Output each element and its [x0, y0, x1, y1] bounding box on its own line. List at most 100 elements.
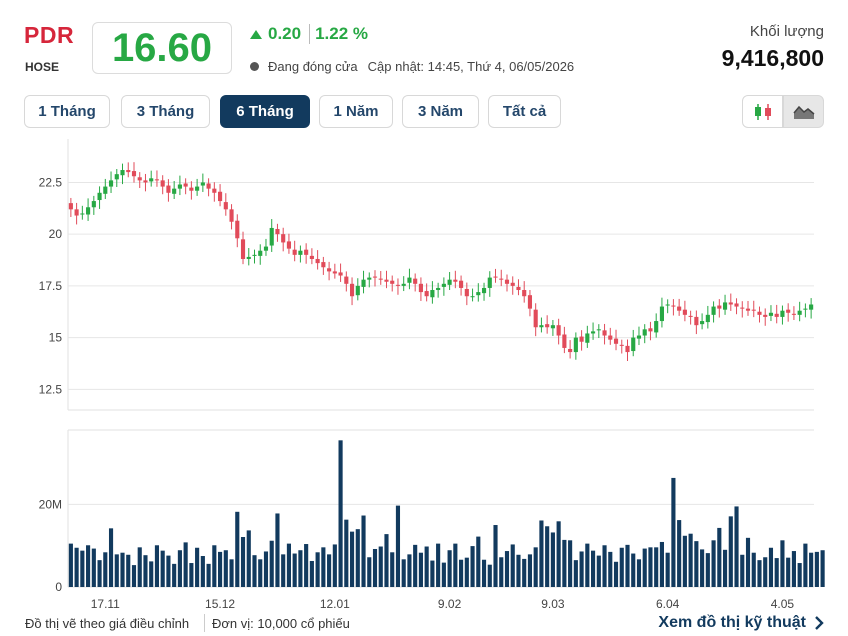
volume-bar: [763, 557, 768, 587]
candle-body: [218, 191, 223, 202]
volume-bar: [74, 547, 79, 587]
tab-1-year[interactable]: 1 Năm: [319, 95, 393, 128]
area-chart-icon: [792, 105, 814, 119]
volume-bar: [436, 543, 441, 587]
volume-bar: [682, 535, 687, 587]
exchange-label: HOSE: [25, 60, 60, 74]
candle-body: [418, 283, 423, 293]
volume-bar: [510, 544, 515, 587]
date-tick-label: 9.02: [438, 597, 462, 610]
tab-1-month[interactable]: 1 Tháng: [24, 95, 110, 128]
candle-body: [281, 234, 286, 243]
date-tick-label: 4.05: [771, 597, 795, 610]
candle-body: [516, 286, 521, 291]
volume-bar: [177, 550, 182, 587]
volume-bar: [424, 546, 429, 587]
updated-time: Cập nhật: 14:45, Thứ 4, 06/05/2026: [367, 59, 575, 74]
volume-bar: [705, 553, 710, 587]
volume-bar: [240, 537, 246, 587]
volume-bar: [86, 545, 91, 587]
tab-3-years[interactable]: 3 Năm: [402, 95, 479, 128]
volume-bar: [286, 543, 291, 587]
candle-body: [108, 180, 114, 187]
candle-body: [252, 254, 257, 256]
volume-bar: [470, 546, 475, 587]
candle-body: [453, 279, 458, 282]
date-tick-label: 15.12: [205, 597, 235, 610]
candlestick-icon: [754, 103, 771, 120]
volume-bar: [246, 530, 251, 587]
volume-bar: [355, 529, 360, 587]
volume-bar: [481, 559, 487, 587]
candle-body: [275, 228, 280, 235]
volume-bar: [281, 554, 286, 587]
volume-bar: [327, 554, 332, 587]
volume-bar: [786, 557, 791, 587]
volume-bar: [309, 560, 314, 587]
candle-body: [206, 183, 211, 189]
candle-body: [384, 279, 389, 282]
candle-body: [212, 188, 217, 193]
candlestick-chart-button[interactable]: [742, 95, 783, 128]
volume-bar: [390, 552, 395, 587]
candle-body: [327, 268, 332, 272]
volume-bar: [545, 526, 550, 587]
volume-bar: [487, 564, 492, 587]
volume-bar: [568, 540, 573, 587]
candle-body: [728, 302, 733, 305]
volume-bar: [665, 552, 670, 587]
volume-bar: [401, 559, 406, 587]
change-value: 0.20: [268, 24, 302, 43]
volume-bar: [97, 560, 102, 587]
candle-body: [734, 303, 739, 307]
candle-body: [298, 250, 303, 255]
volume-bar: [441, 562, 446, 587]
volume-bar: [407, 554, 412, 587]
candle-body: [464, 288, 469, 297]
volume-bar: [269, 540, 274, 587]
candle-body: [126, 170, 131, 173]
technical-chart-link[interactable]: Xem đồ thị kỹ thuật: [658, 614, 824, 632]
volume-bar: [780, 540, 785, 587]
volume-bar: [585, 543, 590, 587]
tab-3-months[interactable]: 3 Tháng: [121, 95, 210, 128]
tab-6-months[interactable]: 6 Tháng: [220, 95, 310, 128]
tab-all[interactable]: Tất cả: [488, 95, 561, 128]
footnote-unit: Đơn vị: 10,000 cổ phiếu: [212, 616, 350, 631]
volume-tick-label: 20M: [39, 497, 62, 511]
candle-body: [355, 285, 360, 296]
candle-body: [613, 338, 619, 344]
candle-body: [286, 241, 291, 249]
candle-body: [269, 227, 274, 246]
volume-bar: [315, 552, 320, 587]
candle-body: [154, 179, 160, 181]
candle-body: [573, 337, 578, 353]
candle-body: [780, 310, 785, 317]
volume-bar: [522, 558, 527, 587]
volume-bar: [160, 550, 165, 587]
area-chart-button[interactable]: [783, 95, 824, 128]
candle-body: [166, 185, 171, 193]
volume-bar: [476, 536, 481, 587]
candle-body: [510, 282, 515, 286]
volume-bar: [768, 547, 774, 587]
candle-body: [309, 255, 314, 259]
candle-body: [797, 310, 802, 315]
candle-body: [568, 348, 573, 353]
market-status: Đang đóng cửa Cập nhật: 14:45, Thứ 4, 06…: [250, 59, 574, 74]
volume-bar: [700, 549, 705, 587]
candle-body: [149, 178, 154, 182]
candle-body: [711, 306, 716, 315]
candle-body: [688, 315, 693, 317]
volume-bar: [814, 551, 819, 587]
volume-bar: [642, 548, 647, 587]
volume-bar: [659, 541, 664, 587]
volume-bar: [516, 554, 521, 587]
candle-body: [258, 250, 263, 256]
ticker-symbol: PDR: [24, 22, 75, 48]
volume-bar: [338, 440, 343, 587]
candle-body: [131, 171, 137, 177]
volume-bar: [103, 552, 108, 587]
volume-bar: [654, 547, 659, 587]
candle-body: [499, 278, 504, 280]
